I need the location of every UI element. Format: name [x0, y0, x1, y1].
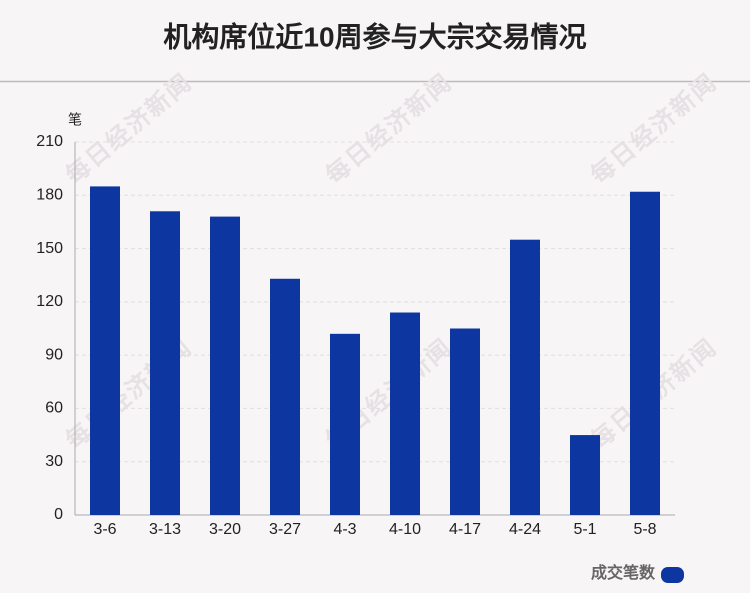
- x-tick-label: 4-10: [389, 521, 421, 538]
- bar: [390, 312, 420, 515]
- legend-swatch: [661, 567, 684, 583]
- y-tick-label: 30: [45, 453, 63, 470]
- bar: [570, 435, 600, 515]
- y-unit-label: 笔: [68, 112, 82, 128]
- y-tick-label: 120: [36, 293, 63, 310]
- y-tick-label: 0: [54, 506, 63, 523]
- x-tick-label: 3-20: [209, 521, 241, 538]
- bar: [270, 278, 300, 515]
- x-tick-label: 3-13: [149, 521, 181, 538]
- bar: [90, 186, 120, 515]
- x-tick-label: 4-3: [333, 521, 356, 538]
- x-tick-label: 3-27: [269, 521, 301, 538]
- x-tick-label: 4-24: [509, 521, 541, 538]
- legend-label: 成交笔数: [591, 563, 656, 582]
- bar: [210, 216, 240, 515]
- x-tick-label: 5-1: [573, 521, 596, 538]
- chart-title: 机构席位近10周参与大宗交易情况: [163, 20, 586, 52]
- x-tick-label: 5-8: [633, 521, 656, 538]
- bar: [510, 239, 540, 515]
- y-tick-label: 210: [36, 133, 63, 150]
- y-tick-label: 180: [36, 187, 63, 204]
- x-tick-label: 4-17: [449, 521, 481, 538]
- x-tick-label: 3-6: [93, 521, 116, 538]
- bar: [150, 211, 180, 515]
- y-tick-label: 90: [45, 346, 63, 363]
- y-tick-label: 150: [36, 240, 63, 257]
- bar: [630, 191, 660, 515]
- bar: [450, 328, 480, 515]
- y-tick-label: 60: [45, 400, 63, 417]
- bar: [330, 333, 360, 515]
